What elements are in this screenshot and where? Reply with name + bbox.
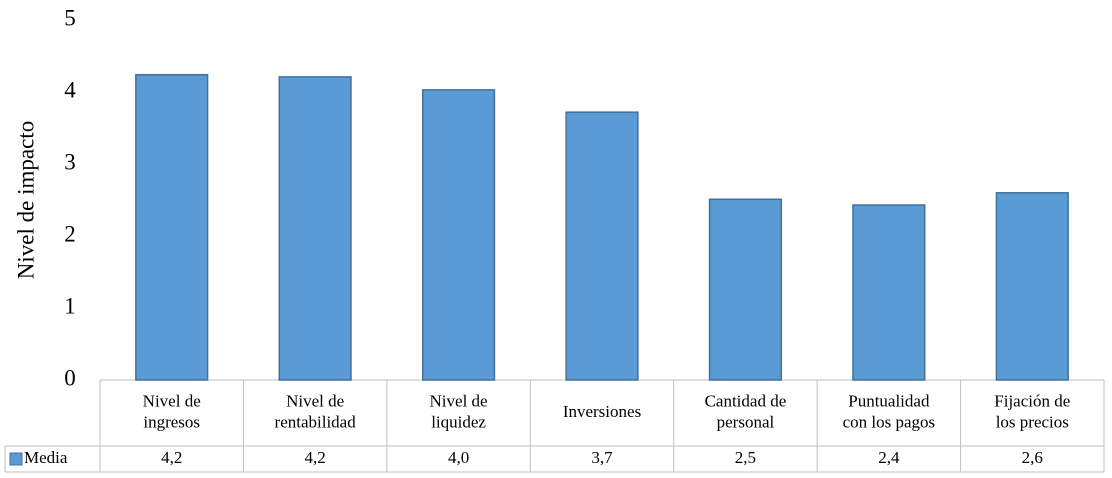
data-label: 2,6 [1022, 448, 1043, 467]
bar [135, 73, 209, 381]
x-tick-label: Nivel de liquidez [430, 391, 488, 431]
legend-label: Media [24, 448, 68, 467]
y-tick-label: 5 [64, 5, 76, 30]
x-tick-label: Nivel de rentabilidad [275, 391, 357, 431]
x-tick-label: Puntualidad con los pagos [843, 391, 936, 431]
data-label: 4,2 [305, 448, 326, 467]
x-tick-label: Nivel de ingresos [143, 391, 201, 431]
x-tick-label: Cantidad de personal [705, 391, 787, 431]
x-tick-label: Fijación de los precios [994, 391, 1070, 431]
y-axis-title: Nivel de impacto [13, 121, 38, 279]
bar [708, 198, 783, 381]
bar [995, 192, 1069, 381]
y-tick-label: 4 [64, 77, 76, 102]
bar [278, 76, 352, 381]
bar [421, 89, 496, 381]
legend-swatch [9, 452, 23, 466]
bar [565, 111, 639, 381]
data-label: 2,4 [878, 448, 900, 467]
y-tick-label: 2 [64, 221, 76, 246]
y-tick-label: 0 [64, 365, 76, 390]
data-label: 4,0 [448, 448, 469, 467]
y-tick-label: 1 [64, 293, 76, 318]
bar [852, 204, 926, 381]
data-label: 3,7 [591, 448, 613, 467]
data-label: 4,2 [161, 448, 182, 467]
y-tick-label: 3 [64, 149, 76, 174]
x-tick-label: Inversiones [563, 402, 641, 421]
data-label: 2,5 [735, 448, 756, 467]
